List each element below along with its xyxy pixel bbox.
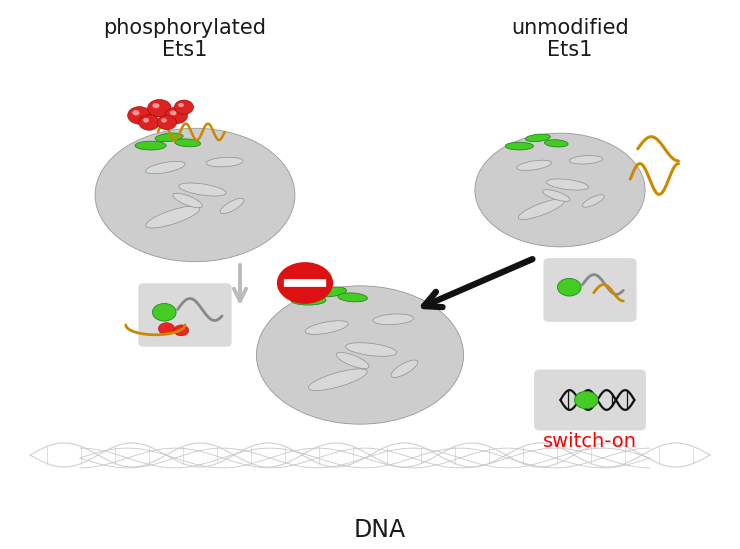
Circle shape [161, 118, 167, 122]
Ellipse shape [175, 139, 201, 147]
Text: DNA: DNA [354, 518, 406, 542]
Ellipse shape [135, 141, 166, 150]
FancyBboxPatch shape [138, 283, 232, 347]
Ellipse shape [206, 157, 243, 167]
Ellipse shape [346, 343, 397, 356]
Ellipse shape [314, 287, 346, 297]
Ellipse shape [518, 199, 565, 220]
FancyBboxPatch shape [534, 369, 646, 430]
Ellipse shape [290, 295, 326, 305]
Ellipse shape [155, 133, 183, 142]
Circle shape [178, 103, 184, 107]
Circle shape [152, 103, 160, 108]
Circle shape [158, 115, 177, 130]
Ellipse shape [517, 160, 551, 170]
Ellipse shape [305, 321, 349, 334]
Ellipse shape [525, 134, 551, 142]
Ellipse shape [336, 352, 369, 368]
Ellipse shape [179, 183, 226, 196]
Ellipse shape [338, 293, 367, 302]
Circle shape [166, 107, 188, 124]
Circle shape [170, 110, 177, 115]
Ellipse shape [475, 133, 645, 247]
Circle shape [557, 278, 581, 296]
Circle shape [174, 325, 189, 336]
Ellipse shape [146, 161, 185, 173]
Circle shape [158, 323, 175, 335]
Ellipse shape [542, 190, 570, 201]
Circle shape [132, 110, 140, 115]
Text: switch-on: switch-on [543, 432, 637, 451]
Circle shape [139, 115, 160, 130]
Ellipse shape [569, 155, 602, 164]
Text: unmodified
Ets1: unmodified Ets1 [511, 18, 629, 60]
Ellipse shape [256, 286, 463, 424]
Ellipse shape [373, 314, 414, 324]
Ellipse shape [173, 193, 202, 208]
Ellipse shape [309, 369, 367, 390]
Ellipse shape [95, 128, 295, 262]
Circle shape [574, 391, 598, 409]
Ellipse shape [146, 206, 200, 228]
Ellipse shape [220, 198, 244, 214]
Circle shape [148, 99, 172, 117]
Ellipse shape [545, 139, 568, 147]
Ellipse shape [546, 179, 588, 190]
Circle shape [175, 100, 194, 114]
Circle shape [128, 107, 152, 124]
Ellipse shape [391, 360, 418, 377]
FancyBboxPatch shape [284, 279, 326, 287]
Ellipse shape [505, 142, 534, 150]
Ellipse shape [582, 195, 605, 207]
Text: phosphorylated
Ets1: phosphorylated Ets1 [104, 18, 266, 60]
Circle shape [152, 304, 176, 321]
FancyBboxPatch shape [543, 258, 636, 322]
Circle shape [143, 118, 149, 122]
Circle shape [277, 262, 333, 304]
